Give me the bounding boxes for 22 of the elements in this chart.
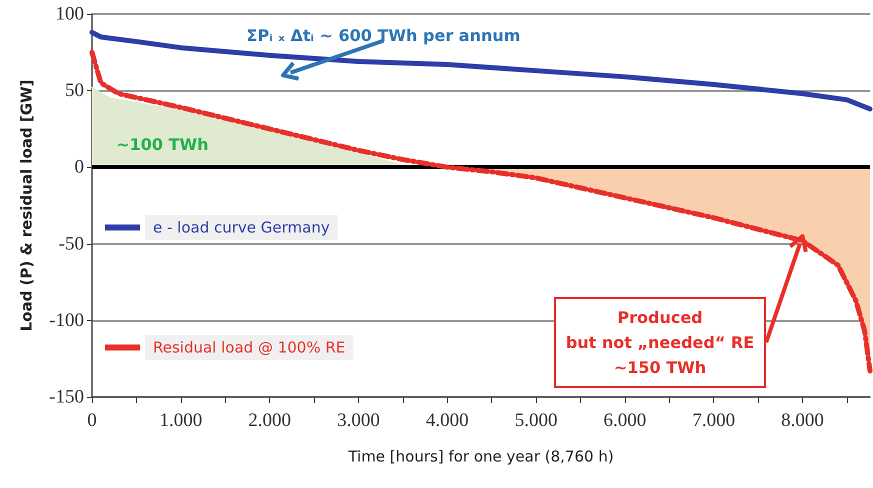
x-tick-label: 7.000 — [692, 410, 736, 431]
x-axis-title: Time [hours] for one year (8,760 h) — [347, 448, 614, 466]
y-tick-label: 100 — [56, 4, 84, 24]
x-tick-label: 2.000 — [248, 410, 291, 431]
x-tick-label: 3.000 — [337, 410, 380, 431]
y-tick-label: 50 — [65, 80, 84, 102]
x-tick-label: 8.000 — [781, 410, 824, 431]
y-axis-title: Load (P) & residual load [GW] — [18, 80, 36, 332]
x-tick-label: 6.000 — [604, 410, 646, 431]
legend-label: e - load curve Germany — [153, 218, 330, 236]
annotation: ~100 TWh — [115, 134, 210, 156]
legend-label: Residual load @ 100% RE — [153, 338, 346, 356]
y-tick-label: -100 — [49, 310, 84, 331]
x-tick-label: 5.000 — [514, 410, 558, 431]
x-tick-label: 1.000 — [159, 410, 202, 431]
annotation: ΣPᵢ ₓ Δtᵢ ~ 600 TWh per annum — [246, 24, 522, 47]
y-tick-label: 0 — [74, 156, 84, 178]
x-tick-label: 0 — [87, 410, 97, 431]
annotation: Produced but not „needed“ RE ~150 TWh — [554, 297, 766, 388]
y-tick-label: -50 — [58, 233, 84, 254]
y-tick-label: -150 — [49, 386, 84, 408]
x-tick-label: 4.000 — [426, 410, 469, 431]
